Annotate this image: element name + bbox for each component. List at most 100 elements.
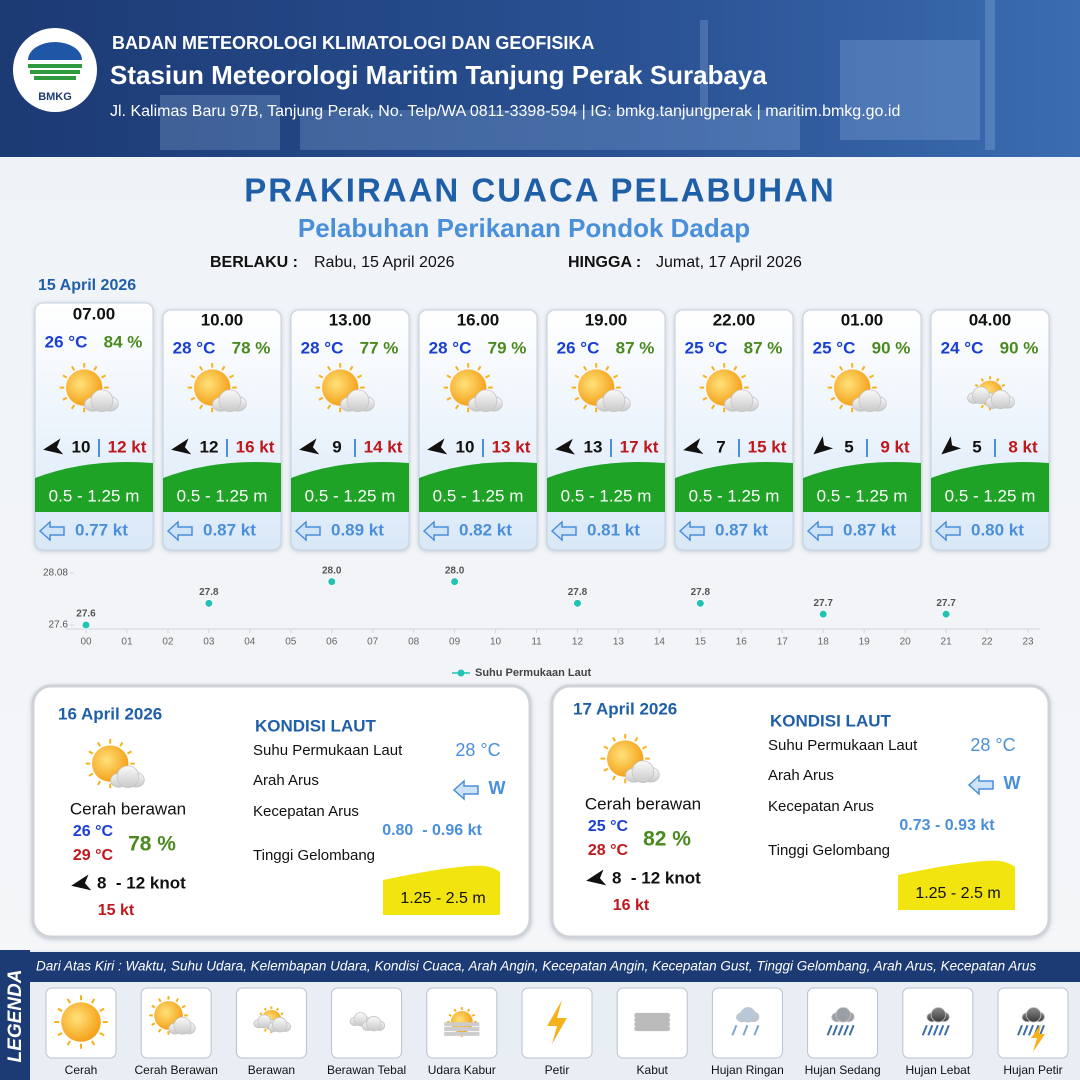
data-label: 27.8 — [199, 587, 219, 598]
station-name: Stasiun Meteorologi Maritim Tanjung Pera… — [110, 60, 767, 90]
cloud-part — [474, 389, 498, 413]
temperature: 26 °C — [45, 332, 88, 351]
x-tick-label: 17 — [777, 637, 789, 648]
temp-max: 29 °C — [73, 847, 114, 864]
legend-item-label: Cerah — [65, 1063, 98, 1077]
wind: 8 - 12 knot — [97, 873, 186, 892]
cloud-part — [990, 389, 1011, 410]
legend-item: Hujan Sedang — [805, 987, 881, 1077]
forecast-cards: 07.00 26 °C 84 % 10 12 kt 0.5 - 1.25 m 0.77 kt… — [34, 302, 1050, 551]
current-speed: 0.80 - 0.96 kt — [382, 822, 482, 839]
x-tick-label: 10 — [490, 637, 502, 648]
data-point — [572, 598, 582, 608]
weather-icon — [85, 739, 145, 789]
gust-speed: 12 kt — [108, 437, 147, 456]
sun-ray — [263, 1007, 267, 1011]
legend-icon — [731, 1007, 760, 1036]
x-tick-label: 20 — [900, 637, 912, 648]
sun-ray — [1001, 383, 1006, 388]
wind-arrow — [941, 436, 962, 455]
wind-arrow — [683, 438, 704, 454]
wave-label: Tinggi Gelombang — [768, 842, 890, 859]
bolt — [1031, 1024, 1045, 1052]
sun-ray — [57, 1007, 63, 1012]
legend-icon — [253, 1006, 291, 1034]
sun-ray — [101, 374, 106, 379]
cloud-part — [602, 389, 626, 413]
sun-ray — [97, 741, 102, 747]
sun-ray — [57, 1032, 63, 1037]
sun-ray — [612, 775, 617, 781]
cloud — [110, 765, 145, 789]
subtitle: Pelabuhan Perikanan Pondok Dadap — [298, 213, 750, 243]
current-dir: W — [1004, 773, 1021, 793]
wave-height: 0.5 - 1.25 m — [49, 486, 140, 505]
cloud-part — [218, 389, 242, 413]
wind-arrow — [43, 438, 64, 455]
sun-ray — [181, 1004, 186, 1009]
wave-label: Tinggi Gelombang — [253, 847, 375, 864]
rain-drop — [1022, 1024, 1029, 1036]
sun-ray — [151, 1004, 156, 1009]
cloud-part — [1025, 1007, 1042, 1023]
time: 01.00 — [841, 310, 884, 329]
sun-ray — [66, 1040, 71, 1046]
time: 10.00 — [201, 310, 244, 329]
x-tick-label: 23 — [1022, 637, 1034, 648]
legend-side — [0, 950, 30, 1080]
wave-height: 0.5 - 1.25 m — [305, 486, 396, 505]
bolt — [547, 1000, 567, 1044]
legend-item: Berawan — [235, 987, 307, 1077]
x-tick-label: 11 — [531, 637, 542, 648]
date: 17 April 2026 — [573, 699, 677, 718]
cloud-part — [257, 1014, 272, 1029]
cloud — [468, 389, 503, 413]
current-arrow — [934, 520, 961, 542]
weather-icon — [187, 363, 247, 413]
time: 22.00 — [713, 310, 756, 329]
x-tick-label: 19 — [859, 637, 871, 648]
legend-item-label: Berawan Tebal — [327, 1063, 406, 1077]
current-speed: 0.87 kt — [203, 520, 256, 539]
sun-ray — [446, 396, 452, 401]
cloud — [1021, 1007, 1045, 1023]
legend-description: Dari Atas Kiri : Waktu, Suhu Udara, Kele… — [36, 959, 1036, 974]
temperature: 25 °C — [685, 338, 728, 357]
rain-drop — [1017, 1024, 1023, 1036]
sun-ray — [839, 404, 844, 410]
sun-ray — [702, 374, 708, 379]
legend-item-label: Hujan Lebat — [905, 1063, 970, 1077]
sun-ray — [157, 1028, 162, 1033]
sun-ray — [91, 1040, 96, 1046]
wave-area — [419, 462, 537, 512]
time: 16.00 — [457, 310, 500, 329]
cloud — [967, 386, 994, 405]
legend-item: Hujan Petir — [997, 987, 1069, 1077]
legend-item-label: Petir — [545, 1063, 570, 1077]
sst: 28 °C — [455, 740, 500, 760]
legend-icon — [921, 1007, 950, 1036]
sun-ray — [642, 745, 647, 750]
temperature: 25 °C — [813, 338, 856, 357]
legend-item: Hujan Ringan — [711, 987, 784, 1077]
legend-item-label: Hujan Petir — [1003, 1063, 1062, 1077]
cloud — [212, 389, 247, 413]
to-date: Jumat, 17 April 2026 — [656, 254, 802, 271]
from-label: BERLAKU : — [210, 254, 298, 271]
legend-box — [997, 987, 1069, 1059]
humidity: 78 % — [128, 833, 176, 856]
sun-ray — [88, 772, 94, 777]
sun-ray — [861, 365, 866, 371]
gust-speed: 17 kt — [620, 437, 659, 456]
logo-mark — [28, 64, 82, 80]
current-speed-label: Kecepatan Arus — [253, 803, 359, 820]
legend-icon — [149, 996, 196, 1035]
sun-ray — [869, 374, 874, 379]
wave-area — [291, 462, 409, 512]
current-speed: 0.73 - 0.93 kt — [899, 817, 995, 834]
data-label: 27.8 — [691, 587, 711, 598]
legend-icon — [547, 1000, 567, 1044]
humidity: 90 % — [1000, 338, 1039, 357]
gust-speed: 16 kt — [236, 437, 275, 456]
